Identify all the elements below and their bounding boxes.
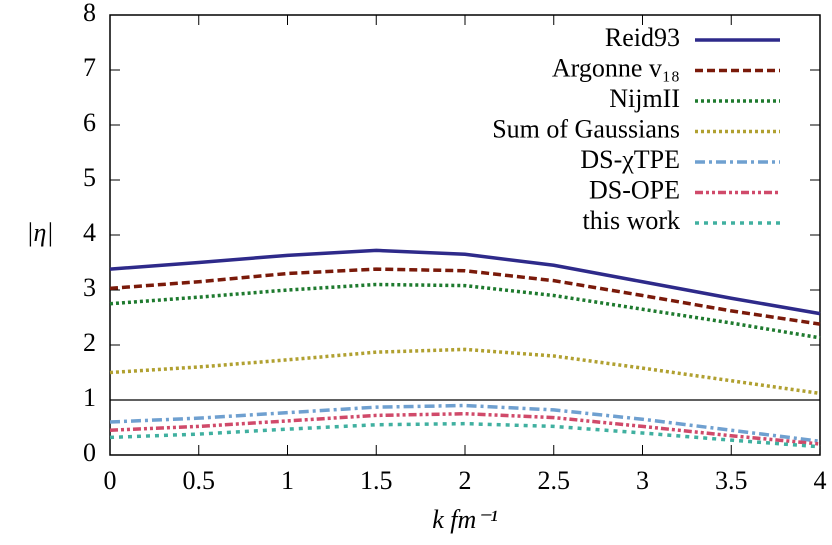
y-tick-label: 4 (83, 218, 96, 247)
series-line (109, 421, 821, 449)
legend-label: this work (583, 206, 681, 235)
y-tick-label: 7 (83, 53, 96, 82)
y-tick-label: 0 (83, 438, 96, 467)
legend-label: Sum of Gaussians (492, 114, 680, 143)
x-tick-label: 1 (281, 466, 294, 495)
legend-label: NijmII (609, 84, 680, 113)
x-tick-label: 4 (814, 466, 827, 495)
x-tick-label: 0.5 (183, 466, 216, 495)
y-tick-label: 8 (83, 0, 96, 27)
x-tick-label: 2.5 (538, 466, 571, 495)
plot-frame (109, 14, 821, 456)
series-line (109, 267, 821, 326)
x-tick-label: 1.5 (360, 466, 393, 495)
series-line (109, 282, 821, 340)
series-line (109, 347, 821, 396)
x-tick-label: 0 (104, 466, 117, 495)
y-tick-label: 6 (83, 108, 96, 137)
series-line (109, 248, 821, 316)
series-line (109, 403, 821, 443)
x-tick-label: 3 (636, 466, 649, 495)
x-tick-label: 2 (459, 466, 472, 495)
y-tick-label: 1 (83, 383, 96, 412)
legend-label: DS-OPE (589, 175, 680, 204)
x-tick-label: 3.5 (715, 466, 748, 495)
x-axis-label: k fm⁻¹ (432, 505, 498, 534)
legend-label: Argonne v₁₈ (552, 53, 680, 82)
y-axis-label: |η| (26, 218, 53, 247)
y-tick-label: 2 (83, 328, 96, 357)
y-tick-label: 3 (83, 273, 96, 302)
y-tick-label: 5 (83, 163, 96, 192)
legend-label: DS-χTPE (580, 145, 680, 174)
legend-label: Reid93 (605, 23, 680, 52)
series-line (109, 411, 821, 446)
